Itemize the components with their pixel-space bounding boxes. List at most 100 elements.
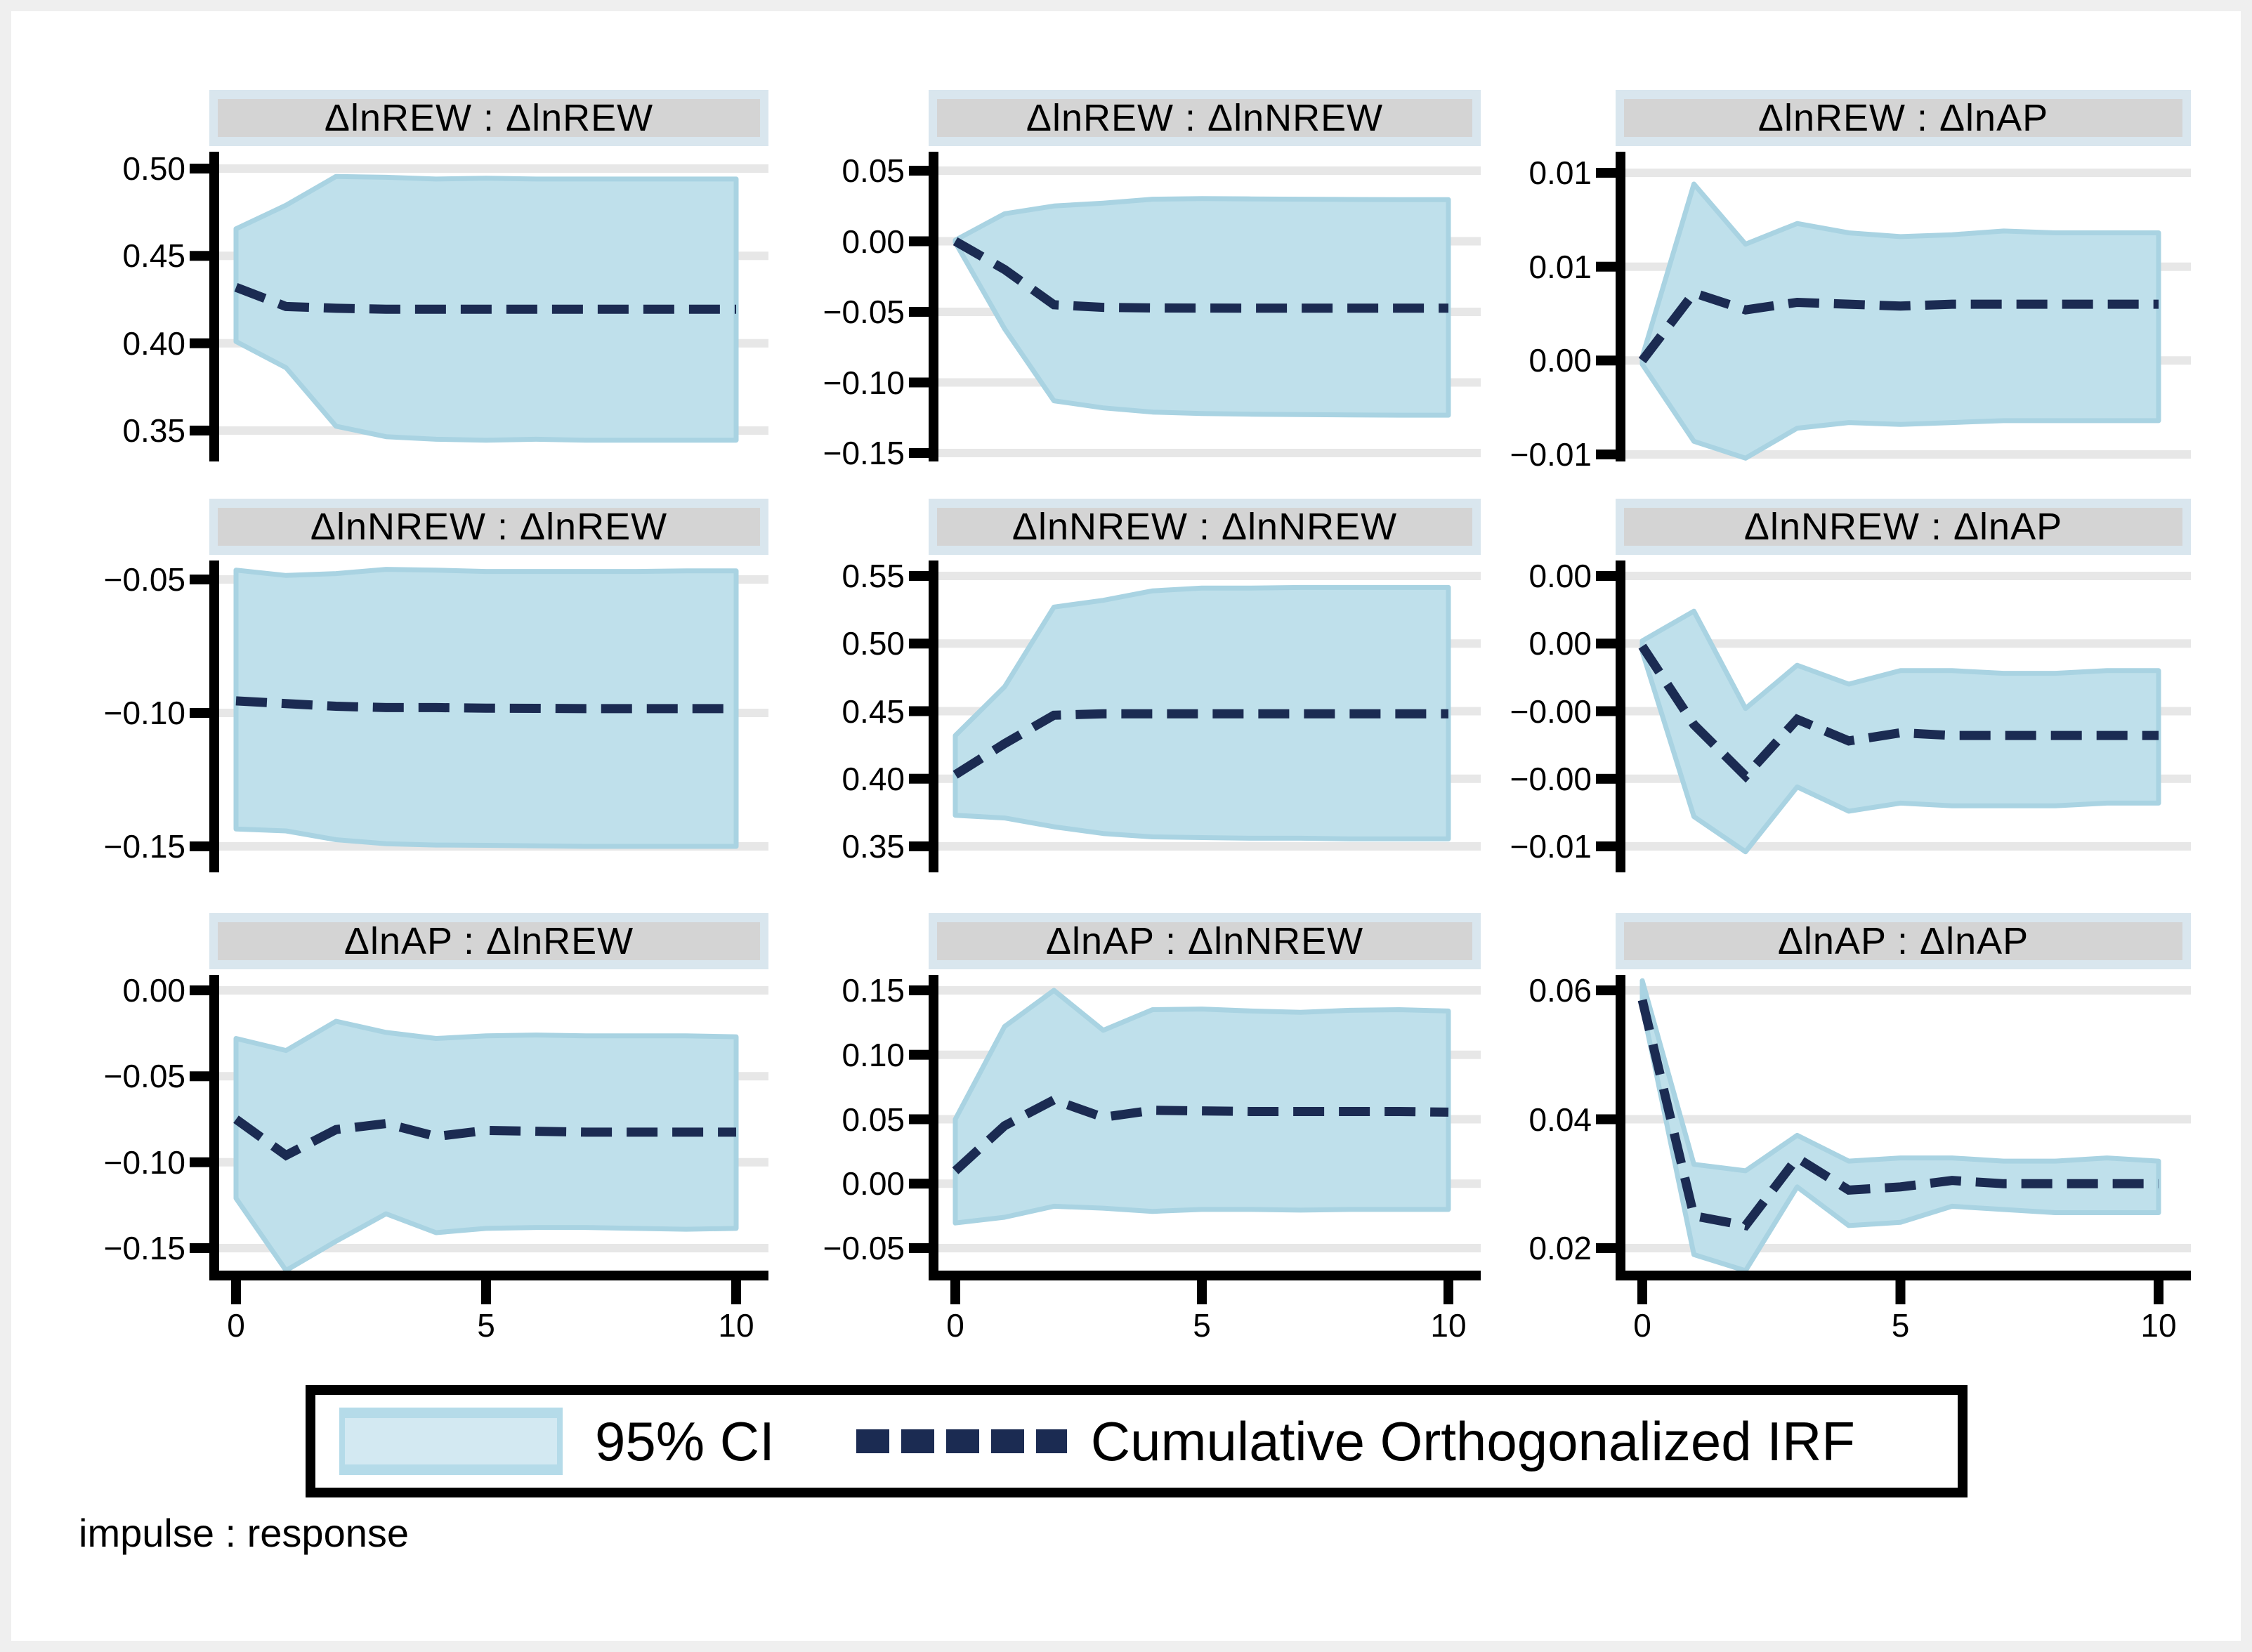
y-tick-mark xyxy=(909,1114,929,1125)
y-tick-label: −0.15 xyxy=(823,435,905,471)
y-tick-mark xyxy=(909,985,929,995)
x-tick-mark xyxy=(481,1279,491,1304)
ci-band xyxy=(952,988,1451,1226)
figure-note: impulse : response xyxy=(79,1511,410,1555)
y-axis xyxy=(929,975,938,1279)
y-tick-mark xyxy=(190,426,209,435)
y-tick-mark xyxy=(1596,773,1616,784)
y-tick-mark xyxy=(1596,1114,1616,1125)
legend-ci-label: 95% CI xyxy=(595,1410,775,1472)
y-tick-mark xyxy=(909,1243,929,1253)
y-tick-mark xyxy=(909,638,929,649)
y-tick-label: 0.00 xyxy=(1528,342,1592,379)
y-tick-mark xyxy=(190,1243,209,1253)
ci-band xyxy=(233,1018,739,1273)
y-tick-label: 0.10 xyxy=(842,1036,905,1073)
y-tick-label: 0.02 xyxy=(1528,1230,1592,1266)
y-tick-label: −0.15 xyxy=(103,1230,185,1266)
y-tick-label: 0.50 xyxy=(842,625,905,662)
y-axis xyxy=(1616,560,1625,872)
x-tick-mark xyxy=(1197,1279,1207,1304)
irf-line xyxy=(1637,999,2159,1231)
y-tick-mark xyxy=(1596,706,1616,716)
x-tick-mark xyxy=(1895,1279,1906,1304)
y-tick-mark xyxy=(190,575,209,584)
plot-area xyxy=(909,152,1481,461)
irf-line xyxy=(952,237,1448,313)
plot-area xyxy=(190,975,768,1304)
panel-header: ΔlnNREW : ΔlnAP xyxy=(1616,499,2191,555)
y-tick-label: 0.00 xyxy=(1528,558,1592,594)
legend: 95% CI Cumulative Orthogonalized IRF xyxy=(306,1385,1968,1497)
y-axis xyxy=(209,975,219,1279)
y-tick-mark xyxy=(190,1071,209,1082)
x-axis xyxy=(209,1271,768,1280)
plot-area xyxy=(1596,975,2191,1304)
y-tick-label: 0.40 xyxy=(122,324,185,362)
x-tick-mark xyxy=(1637,1279,1647,1304)
y-tick-label: −0.01 xyxy=(1510,828,1592,865)
ci-band-swatch-icon xyxy=(339,1408,563,1475)
irf-line xyxy=(1638,643,2159,783)
y-tick-label: −0.00 xyxy=(1510,760,1592,797)
y-tick-mark xyxy=(190,708,209,718)
panel-title: ΔlnAP : ΔlnREW xyxy=(218,920,760,962)
y-tick-mark xyxy=(909,236,929,247)
x-tick-mark xyxy=(950,1279,960,1304)
y-tick-mark xyxy=(909,377,929,388)
y-tick-mark xyxy=(1596,450,1616,459)
x-tick-mark xyxy=(231,1279,241,1304)
x-tick-label: 5 xyxy=(1193,1307,1211,1344)
y-tick-label: 0.15 xyxy=(842,972,905,1009)
y-tick-mark xyxy=(190,338,209,348)
y-tick-label: −0.05 xyxy=(103,561,185,598)
y-tick-label: 0.00 xyxy=(122,972,185,1009)
y-tick-label: 0.01 xyxy=(1528,248,1592,285)
panel-header: ΔlnREW : ΔlnREW xyxy=(209,90,768,146)
y-tick-label: 0.01 xyxy=(1528,155,1592,191)
y-tick-mark xyxy=(1596,841,1616,851)
x-tick-label: 10 xyxy=(718,1307,754,1344)
y-tick-mark xyxy=(1596,571,1616,581)
legend-irf-label: Cumulative Orthogonalized IRF xyxy=(1090,1410,1855,1472)
irf-line xyxy=(1638,287,2159,364)
y-axis xyxy=(929,152,938,461)
y-tick-mark xyxy=(190,841,209,851)
y-tick-label: 0.40 xyxy=(842,760,905,797)
y-tick-mark xyxy=(909,841,929,851)
irf-line xyxy=(234,283,736,314)
panel-header: ΔlnNREW : ΔlnNREW xyxy=(929,499,1481,555)
y-axis xyxy=(929,560,938,872)
x-tick-label: 0 xyxy=(227,1307,245,1344)
panel-header: ΔlnNREW : ΔlnREW xyxy=(209,499,768,555)
y-tick-label: 0.45 xyxy=(122,237,185,275)
y-tick-mark xyxy=(1596,638,1616,649)
y-tick-label: 0.35 xyxy=(842,828,905,865)
ci-band-swatch-inner xyxy=(345,1418,557,1464)
irf-line xyxy=(235,696,736,714)
y-tick-mark xyxy=(1596,1243,1616,1253)
y-axis xyxy=(209,560,219,872)
panel-header: ΔlnAP : ΔlnNREW xyxy=(929,913,1481,969)
y-axis xyxy=(1616,975,1625,1279)
panel-title: ΔlnREW : ΔlnNREW xyxy=(937,97,1472,139)
panel-title: ΔlnAP : ΔlnAP xyxy=(1624,920,2182,962)
y-tick-mark xyxy=(190,164,209,173)
panel-title: ΔlnNREW : ΔlnAP xyxy=(1624,506,2182,548)
panel-header: ΔlnREW : ΔlnNREW xyxy=(929,90,1481,146)
y-tick-mark xyxy=(1596,355,1616,366)
y-tick-mark xyxy=(909,1049,929,1060)
panel-title: ΔlnREW : ΔlnAP xyxy=(1624,97,2182,139)
plot-area xyxy=(909,560,1481,872)
panel-title: ΔlnAP : ΔlnNREW xyxy=(937,920,1472,962)
ci-band xyxy=(952,196,1451,418)
y-tick-mark xyxy=(909,166,929,176)
y-tick-mark xyxy=(190,251,209,261)
irf-line xyxy=(952,1094,1449,1174)
x-tick-label: 0 xyxy=(946,1307,964,1344)
y-tick-mark xyxy=(909,571,929,581)
panel-header: ΔlnREW : ΔlnAP xyxy=(1616,90,2191,146)
y-tick-label: −0.05 xyxy=(823,1230,905,1266)
plot-area xyxy=(1596,152,2191,461)
panel-title: ΔlnNREW : ΔlnREW xyxy=(218,506,760,548)
